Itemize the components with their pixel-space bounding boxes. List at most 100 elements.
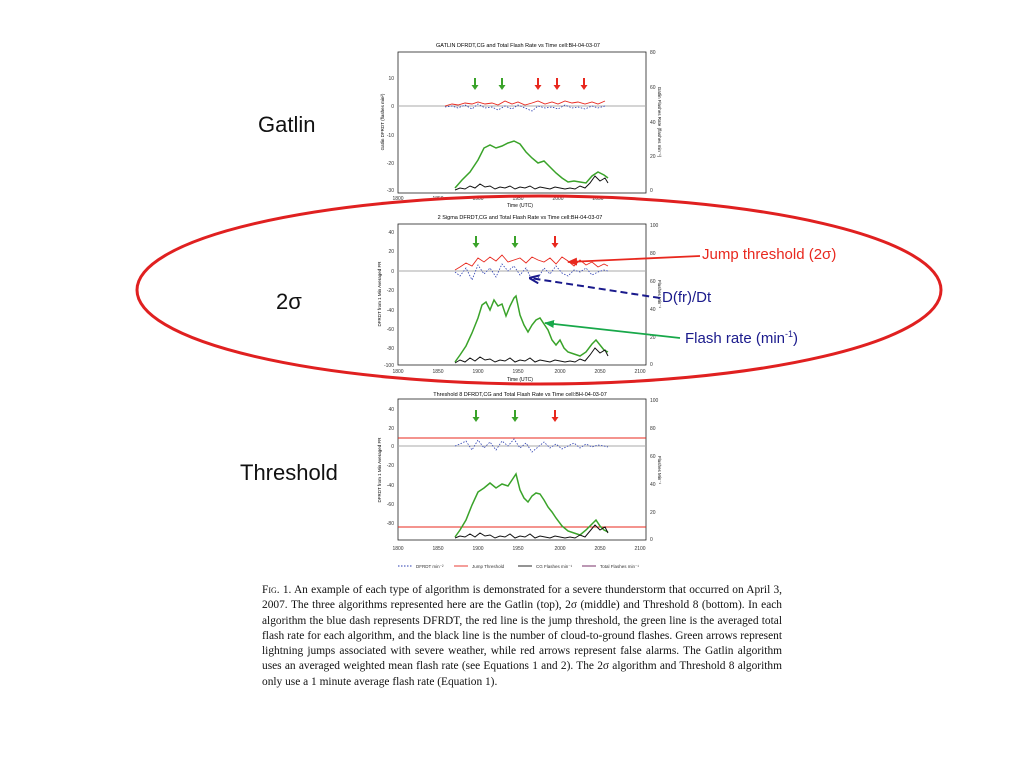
svg-text:-30: -30 bbox=[387, 188, 394, 194]
middle-arrows bbox=[472, 236, 559, 248]
panel-top-title: GATLIN DFRDT,CG and Total Flash Rate vs … bbox=[436, 43, 600, 49]
panel-middle-title: 2 Sigma DFRDT,CG and Total Flash Rate vs… bbox=[438, 215, 603, 221]
svg-text:-20: -20 bbox=[387, 161, 394, 167]
panel-bottom-frame bbox=[397, 398, 647, 541]
panel-top-yticks-right: 80 60 40 20 0 bbox=[650, 50, 656, 194]
figure-caption-text: An example of each type of algorithm is … bbox=[262, 584, 782, 688]
svg-text:1950: 1950 bbox=[512, 196, 523, 202]
red-arrow-icon bbox=[534, 78, 542, 90]
svg-text:0: 0 bbox=[391, 269, 394, 275]
middle-cg-line bbox=[454, 347, 609, 364]
svg-text:1900: 1900 bbox=[472, 369, 483, 375]
legend-cg: CG Flashes min⁻¹ bbox=[536, 564, 573, 569]
svg-text:-80: -80 bbox=[387, 346, 394, 352]
svg-text:2000: 2000 bbox=[554, 369, 565, 375]
panel-top-xlabel: Time (UTC) bbox=[507, 203, 533, 209]
svg-text:20: 20 bbox=[388, 249, 394, 255]
svg-text:40: 40 bbox=[388, 407, 394, 413]
svg-text:-40: -40 bbox=[387, 483, 394, 489]
green-arrow-icon bbox=[511, 410, 519, 422]
svg-text:2050: 2050 bbox=[592, 196, 603, 202]
bottom-cg-line bbox=[454, 524, 609, 539]
svg-text:40: 40 bbox=[388, 230, 394, 236]
svg-text:10: 10 bbox=[388, 76, 394, 82]
legend-total: Total Flashes min⁻¹ bbox=[600, 564, 639, 569]
svg-text:0: 0 bbox=[391, 104, 394, 110]
red-arrow-icon bbox=[551, 410, 559, 422]
panel-bottom-yticks-left: 40 20 0 -20 -40 -60 -80 bbox=[387, 407, 394, 527]
figure-caption-label: Fig. 1. bbox=[262, 584, 292, 596]
svg-text:1800: 1800 bbox=[392, 196, 403, 202]
bottom-arrows bbox=[472, 410, 559, 422]
svg-text:60: 60 bbox=[650, 454, 656, 460]
svg-text:2000: 2000 bbox=[554, 546, 565, 552]
two-sigma-label: 2σ bbox=[276, 289, 302, 314]
svg-text:1900: 1900 bbox=[472, 546, 483, 552]
svg-text:-40: -40 bbox=[387, 308, 394, 314]
top-dfrdt-line bbox=[444, 103, 606, 112]
svg-text:1800: 1800 bbox=[392, 546, 403, 552]
svg-text:1900: 1900 bbox=[472, 196, 483, 202]
panel-bottom-ylabel-right: Flashes Min⁻¹ bbox=[657, 456, 662, 485]
panel-middle-ylabel-left: DFRDT from 1 Min Averaged FR bbox=[377, 261, 382, 327]
middle-jump-threshold-line bbox=[454, 254, 609, 271]
svg-text:80: 80 bbox=[650, 50, 656, 56]
panel-top-ylabel-right: Gatlin Flashes Rate (flashes min⁻¹) bbox=[657, 87, 662, 158]
panel-middle-xticks: 1800 1850 1900 1950 2000 2050 2100 bbox=[392, 369, 645, 375]
svg-text:2100: 2100 bbox=[634, 546, 645, 552]
green-arrow-icon bbox=[471, 78, 479, 90]
red-arrow-icon bbox=[551, 236, 559, 248]
svg-text:2000: 2000 bbox=[552, 196, 563, 202]
svg-text:20: 20 bbox=[650, 154, 656, 160]
legend-jump-threshold: Jump Threshold bbox=[472, 564, 505, 569]
green-arrow-icon bbox=[472, 410, 480, 422]
panel-top-yticks-left: 10 0 -10 -20 -30 bbox=[387, 76, 394, 194]
legend-dfrdt: DFRDT min⁻² bbox=[416, 564, 444, 569]
green-arrow-icon bbox=[472, 236, 480, 248]
panel-middle-ylabel-right: Flashes Min⁻¹ bbox=[657, 280, 662, 309]
svg-text:20: 20 bbox=[650, 510, 656, 516]
top-jump-threshold-line bbox=[444, 100, 606, 107]
svg-text:1950: 1950 bbox=[512, 369, 523, 375]
dfrdt-pointer bbox=[530, 278, 661, 299]
svg-text:80: 80 bbox=[650, 426, 656, 432]
bottom-dfrdt-line bbox=[454, 438, 609, 453]
svg-text:-100: -100 bbox=[384, 363, 394, 369]
svg-text:0: 0 bbox=[650, 537, 653, 543]
green-arrow-icon bbox=[498, 78, 506, 90]
svg-text:20: 20 bbox=[388, 426, 394, 432]
flash-rate-annotation: Flash rate (min-1) bbox=[685, 329, 799, 347]
svg-text:2100: 2100 bbox=[634, 369, 645, 375]
svg-text:1850: 1850 bbox=[432, 369, 443, 375]
svg-text:1950: 1950 bbox=[512, 546, 523, 552]
panel-bottom-xticks: 1800 1850 1900 1950 2000 2050 2100 bbox=[392, 546, 645, 552]
svg-text:2050: 2050 bbox=[594, 369, 605, 375]
svg-text:-80: -80 bbox=[387, 521, 394, 527]
svg-text:-60: -60 bbox=[387, 502, 394, 508]
svg-text:0: 0 bbox=[391, 444, 394, 450]
panel-top-ylabel-left: Gatlin DFRDT (flashes min²) bbox=[380, 93, 385, 150]
highlight-ellipse bbox=[135, 194, 943, 386]
jump-threshold-annotation: Jump threshold (2σ) bbox=[702, 246, 837, 263]
svg-text:-20: -20 bbox=[387, 288, 394, 294]
flash-rate-pointer bbox=[544, 320, 681, 339]
svg-text:80: 80 bbox=[650, 251, 656, 257]
svg-text:1800: 1800 bbox=[392, 369, 403, 375]
top-flash-rate-line bbox=[454, 140, 609, 189]
bottom-legend: DFRDT min⁻² Jump Threshold CG Flashes mi… bbox=[398, 564, 639, 569]
panel-top-frame bbox=[397, 51, 647, 194]
red-arrow-icon bbox=[553, 78, 561, 90]
dfrdt-annotation: D(fr)/Dt bbox=[662, 289, 712, 306]
panel-middle-yticks-right: 100 80 60 40 20 0 bbox=[650, 223, 659, 368]
panel-top: GATLIN DFRDT,CG and Total Flash Rate vs … bbox=[380, 43, 662, 209]
svg-text:40: 40 bbox=[650, 120, 656, 126]
svg-text:100: 100 bbox=[650, 223, 659, 229]
svg-text:40: 40 bbox=[650, 307, 656, 313]
svg-text:-10: -10 bbox=[387, 133, 394, 139]
svg-text:60: 60 bbox=[650, 85, 656, 91]
panel-middle: 2 Sigma DFRDT,CG and Total Flash Rate vs… bbox=[377, 215, 662, 383]
svg-text:-60: -60 bbox=[387, 327, 394, 333]
green-arrow-icon bbox=[511, 236, 519, 248]
svg-text:-20: -20 bbox=[387, 463, 394, 469]
